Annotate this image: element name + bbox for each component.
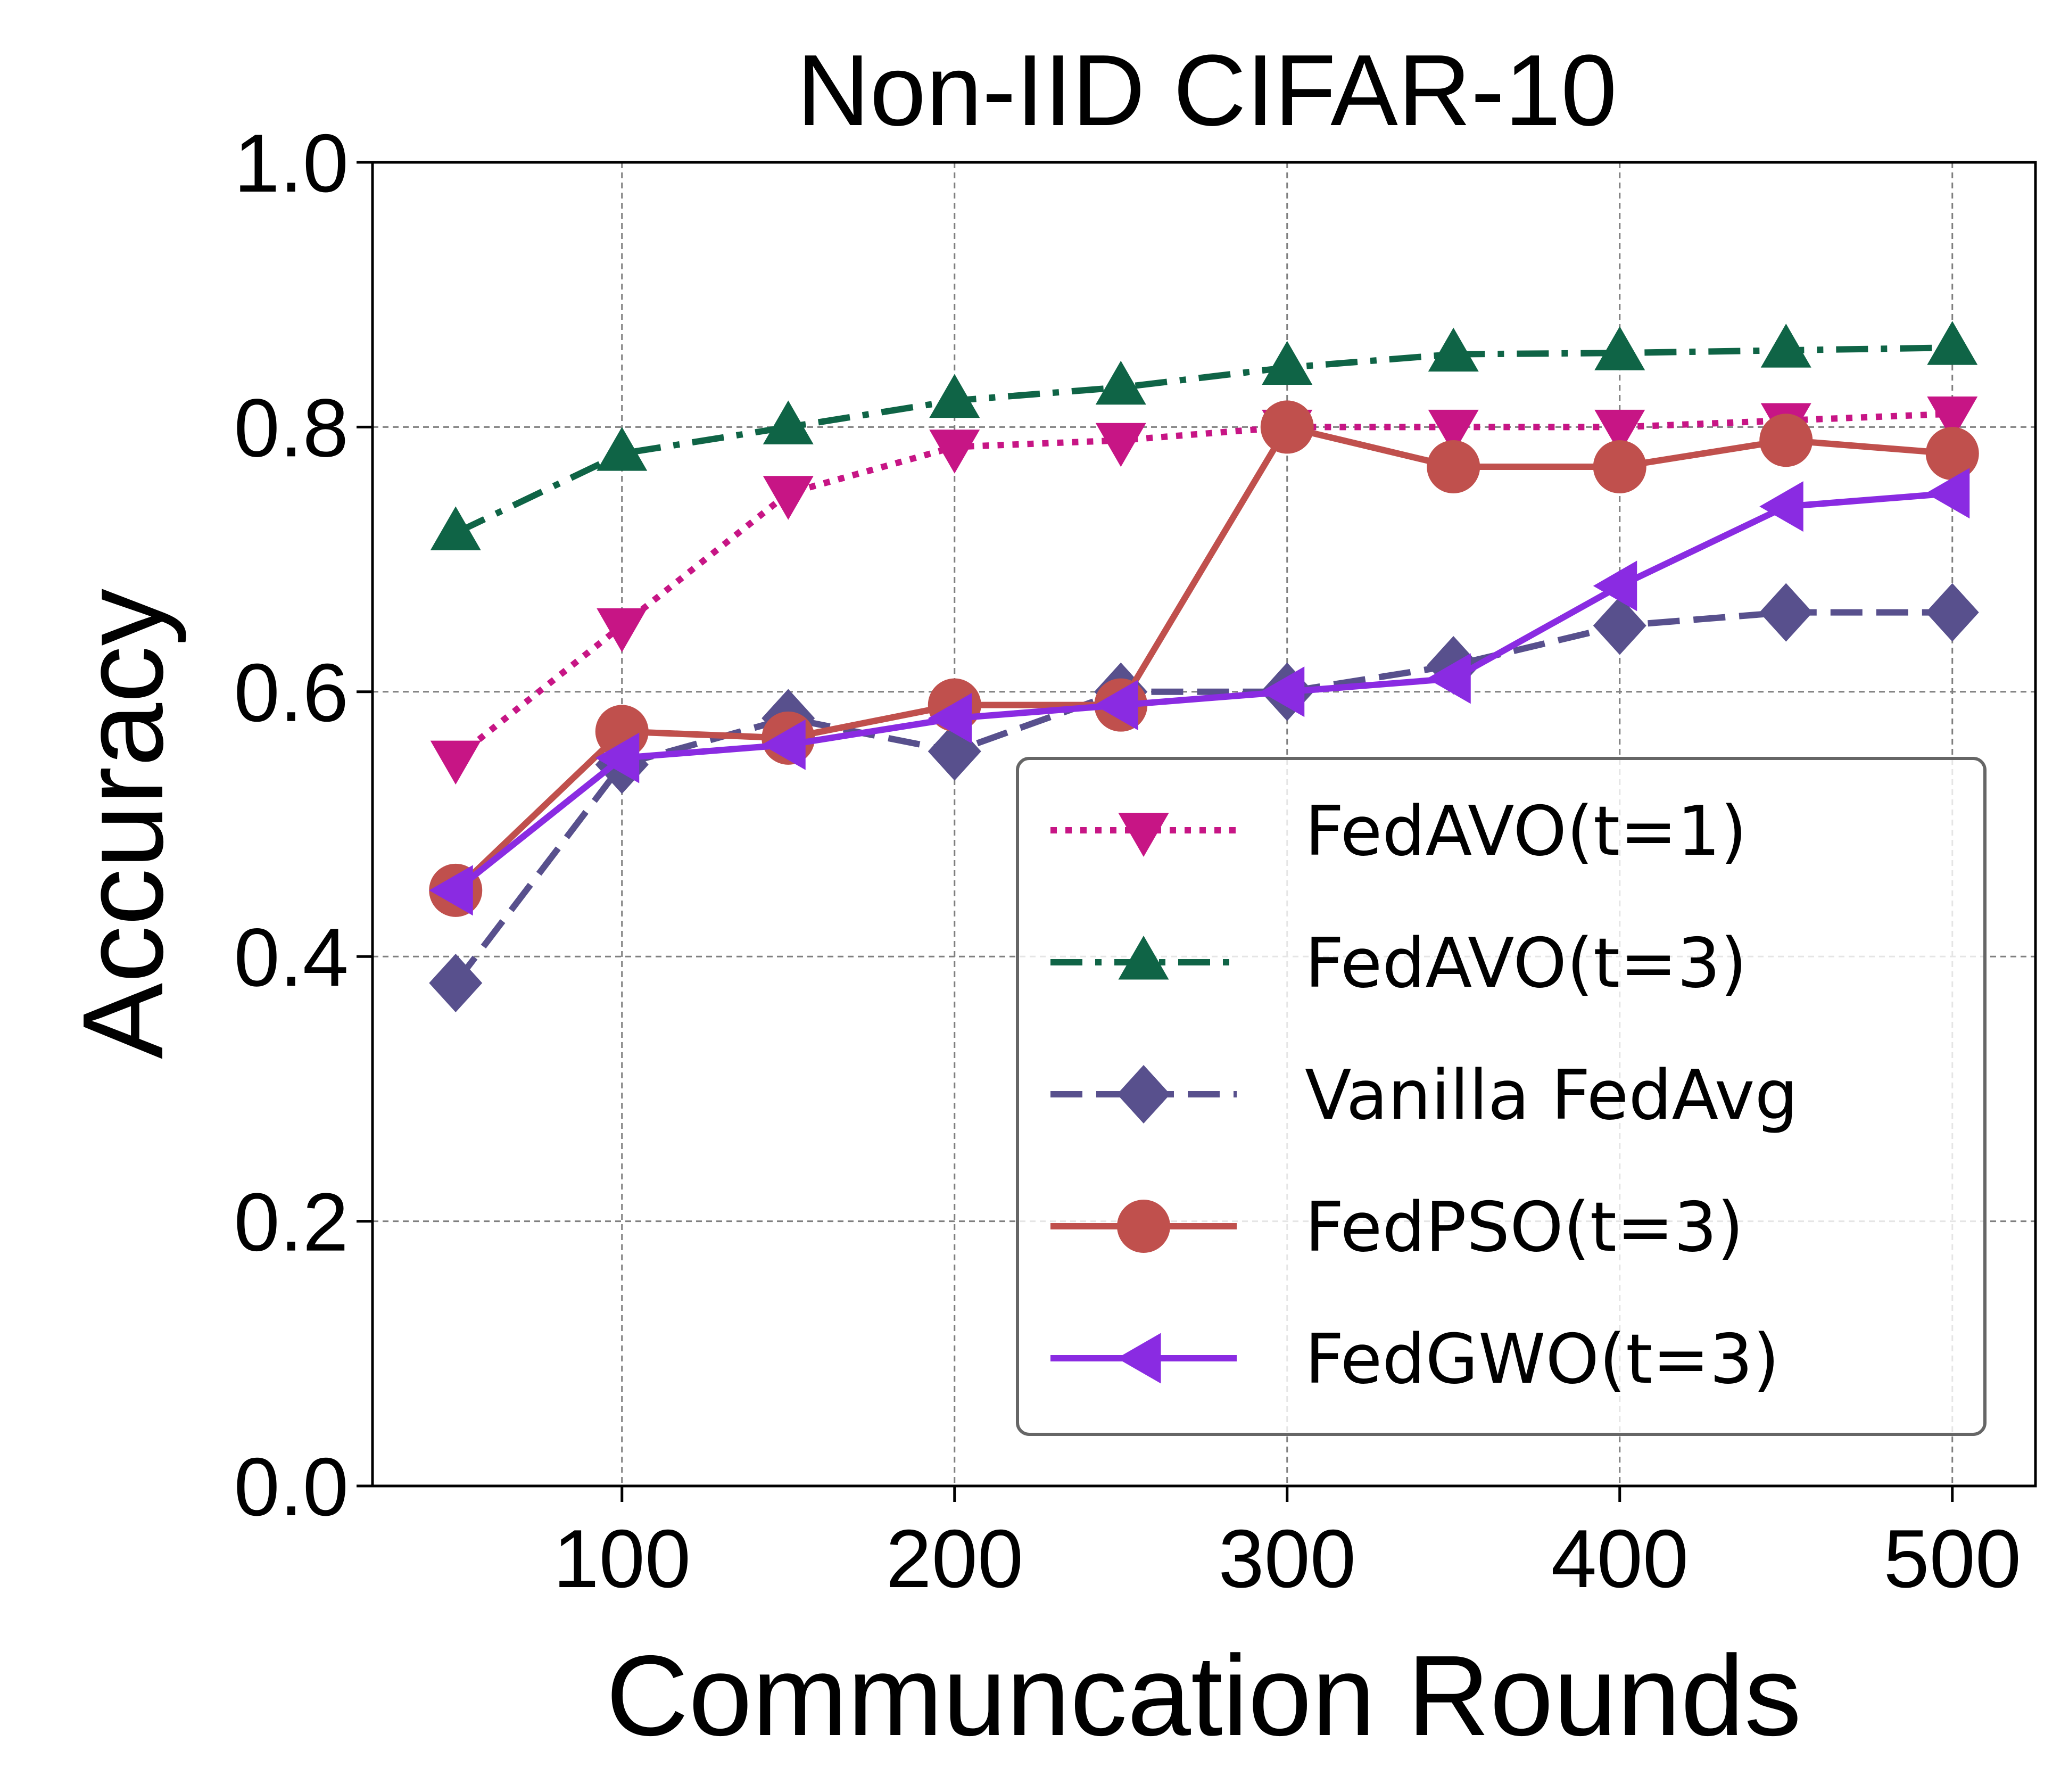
chart-title: Non-IID CIFAR-10 [797, 34, 1617, 147]
data-point-fedgwo-t-3 [1260, 666, 1305, 717]
legend-marker-fedgwo-t-3 [1117, 1333, 1161, 1384]
series-fedgwo-t-3 [429, 468, 1970, 916]
data-point-vanilla-fedavg [429, 953, 483, 1012]
series-line-fedavo-t-3 [454, 344, 1952, 536]
data-point-fedgwo-t-3 [762, 719, 806, 770]
data-point-fedavo-t-1 [430, 740, 481, 785]
series-fedavo-t-1 [430, 397, 1978, 785]
y-tick-label: 0.6 [234, 647, 349, 739]
legend-label-fedpso-t-3: FedPSO(t=3) [1305, 1188, 1744, 1267]
data-point-fedavo-t-3 [1594, 326, 1645, 370]
data-point-fedavo-t-1 [597, 608, 648, 653]
data-point-fedpso-t-3 [1759, 414, 1813, 467]
data-point-fedgwo-t-3 [595, 732, 640, 783]
data-point-fedpso-t-3 [1260, 400, 1314, 454]
series-line-fedavo-t-1 [453, 410, 1952, 761]
data-point-vanilla-fedavg [1593, 596, 1646, 655]
data-point-fedavo-t-3 [763, 400, 814, 444]
data-point-vanilla-fedavg [1759, 583, 1813, 642]
legend-marker-fedavo-t-1 [1118, 813, 1169, 857]
x-tick-label: 200 [885, 1513, 1023, 1605]
data-point-vanilla-fedavg [1925, 583, 1979, 642]
data-point-fedgwo-t-3 [1094, 680, 1138, 731]
y-axis-label: Accuracy [59, 588, 187, 1059]
legend-label-fedgwo-t-3: FedGWO(t=3) [1305, 1320, 1780, 1399]
series-line-fedpso-t-3 [453, 424, 1953, 893]
data-point-fedavo-t-3 [1760, 324, 1811, 368]
x-tick-label: 500 [1883, 1513, 2021, 1605]
data-point-fedavo-t-1 [1594, 409, 1645, 454]
data-point-fedgwo-t-3 [1593, 560, 1637, 612]
data-point-fedavo-t-1 [763, 476, 814, 520]
x-axis-label: Communcation Rounds [606, 1631, 1802, 1760]
data-point-fedgwo-t-3 [1759, 481, 1803, 532]
legend-label-vanilla-fedavg: Vanilla FedAvg [1305, 1056, 1798, 1135]
data-point-fedavo-t-3 [1095, 360, 1146, 405]
data-point-fedavo-t-1 [1095, 423, 1146, 467]
legend-box [1016, 757, 1987, 1436]
legend-label-fedavo-t-3: FedAVO(t=3) [1305, 924, 1747, 1003]
y-tick-label: 0.2 [234, 1176, 349, 1268]
legend-label-fedavo-t-1: FedAVO(t=1) [1305, 792, 1747, 871]
data-point-fedpso-t-3 [1925, 427, 1979, 481]
series-line-fedgwo-t-3 [453, 490, 1953, 893]
y-tick-label: 1.0 [234, 117, 349, 209]
data-point-fedavo-t-1 [1927, 397, 1978, 441]
data-point-fedgwo-t-3 [429, 865, 473, 916]
y-tick-label: 0.4 [234, 911, 349, 1003]
series-fedavo-t-3 [430, 321, 1978, 550]
data-point-fedgwo-t-3 [928, 693, 972, 744]
x-tick-label: 300 [1218, 1513, 1356, 1605]
data-point-fedavo-t-3 [929, 374, 980, 418]
y-tick-label: 0.8 [234, 382, 349, 474]
data-point-fedgwo-t-3 [1427, 653, 1471, 704]
legend-marker-fedavo-t-3 [1118, 936, 1169, 980]
plot-frame [371, 161, 2037, 1488]
data-point-fedavo-t-3 [1927, 321, 1978, 365]
data-point-fedavo-t-3 [597, 427, 648, 471]
legend: FedAVO(t=1) FedAVO(t=3) Vanilla FedAvg FedP… [1016, 757, 1987, 1436]
data-point-fedavo-t-1 [929, 430, 980, 474]
x-tick-label: 400 [1551, 1513, 1689, 1605]
data-point-fedavo-t-3 [430, 506, 481, 550]
data-point-fedavo-t-1 [1428, 409, 1479, 454]
legend-marker-fedpso-t-3 [1117, 1200, 1170, 1253]
axis-ticks: 0.0 0.2 0.4 0.6 0.8 1.0 100 200 300 400 500 [234, 117, 2022, 1605]
data-point-fedgwo-t-3 [1925, 468, 1970, 519]
x-tick-label: 100 [553, 1513, 691, 1605]
series-line-vanilla-fedavg [453, 609, 1952, 985]
data-point-fedavo-t-3 [1428, 327, 1479, 372]
series-layer [429, 321, 1979, 1012]
data-point-fedpso-t-3 [1427, 440, 1480, 494]
legend-marker-vanilla-fedavg [1117, 1065, 1170, 1124]
y-tick-label: 0.0 [234, 1441, 349, 1533]
data-point-fedpso-t-3 [1593, 440, 1646, 494]
data-point-fedavo-t-3 [1262, 341, 1313, 385]
